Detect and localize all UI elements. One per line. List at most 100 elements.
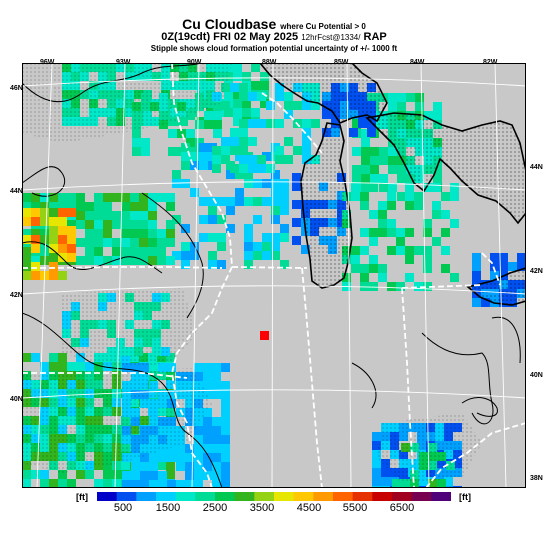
cloudbase-cell — [472, 253, 481, 262]
cloudbase-cell — [280, 224, 289, 233]
lat-label-42n-left: 42N — [10, 292, 23, 299]
cloudbase-cell — [221, 146, 230, 155]
cloudbase-cell — [208, 215, 217, 224]
cloudbase-cell — [423, 246, 432, 255]
cloudbase-cell — [260, 81, 269, 90]
cloudbase-cell — [131, 471, 140, 480]
cloudbase-cell — [31, 262, 40, 271]
cloudbase-cell — [251, 108, 260, 117]
cloudbase-cell — [381, 477, 390, 486]
colorbar-swatch — [372, 492, 393, 501]
cloudbase-cell — [387, 219, 396, 228]
cloudbase-cell — [226, 170, 235, 179]
cloudbase-cell — [221, 417, 230, 426]
cloudbase-cell — [157, 193, 166, 202]
cloudbase-cell — [58, 271, 67, 280]
cloudbase-cell — [271, 206, 280, 215]
cloudbase-cell — [360, 273, 369, 282]
cloudbase-cell — [351, 264, 360, 273]
cloudbase-cell — [130, 238, 139, 247]
cloudbase-cell — [167, 444, 176, 453]
cloudbase-cell — [208, 251, 217, 260]
cloudbase-cell — [40, 479, 49, 488]
cloudbase-cell — [22, 247, 31, 256]
cloudbase-cell — [76, 238, 85, 247]
cloudbase-cell — [360, 192, 369, 201]
cloudbase-cell — [414, 282, 423, 291]
cloudbase-cell — [293, 101, 302, 110]
cloudbase-cell — [212, 363, 221, 372]
colorbar-swatch — [313, 492, 334, 501]
cloudbase-cell — [185, 453, 194, 462]
cloudbase-cell — [22, 208, 31, 217]
cloudbase-cell — [131, 480, 140, 488]
cloudbase-cell — [239, 92, 248, 101]
cloudbase-cell — [284, 110, 293, 119]
cloudbase-cell — [284, 101, 293, 110]
cloudbase-cell — [361, 183, 370, 192]
cloudbase-cell — [167, 363, 176, 372]
cloudbase-cell — [177, 129, 186, 138]
cloudbase-cell — [302, 128, 311, 137]
cloudbase-cell — [349, 128, 358, 137]
cloudbase-cell — [284, 155, 293, 164]
lon-label-88w: 88W — [262, 59, 277, 66]
cloudbase-cell — [262, 197, 271, 206]
cloudbase-cell — [499, 262, 508, 271]
cloudbase-cell — [379, 183, 388, 192]
cloudbase-cell — [181, 152, 190, 161]
cloudbase-cell — [239, 155, 248, 164]
cloudbase-cell — [212, 390, 221, 399]
cloudbase-cell — [242, 72, 251, 81]
colorbar-swatch — [234, 492, 255, 501]
cloudbase-cell — [244, 170, 253, 179]
cloudbase-cell — [148, 202, 157, 211]
cloudbase-cell — [217, 233, 226, 242]
cloudbase-cell — [185, 462, 194, 471]
cloudbase-cell — [49, 479, 58, 488]
cloudbase-cell — [212, 381, 221, 390]
colorbar-swatch — [175, 492, 196, 501]
cloudbase-cell — [405, 246, 414, 255]
cloudbase-cell — [262, 251, 271, 260]
cloudbase-cell — [432, 201, 441, 210]
cloudbase-cell — [139, 211, 148, 220]
cloudbase-cell — [311, 119, 320, 128]
cloudbase-cell — [148, 193, 157, 202]
cloudbase-cell — [103, 461, 112, 470]
cloudbase-cell — [190, 152, 199, 161]
cloudbase-cell — [67, 253, 76, 262]
cloudbase-cell — [67, 362, 76, 371]
cloudbase-cell — [388, 156, 397, 165]
cloudbase-cell — [76, 362, 85, 371]
cloudbase-cell — [253, 179, 262, 188]
cloudbase-cell — [280, 233, 289, 242]
cloudbase-cell — [85, 256, 94, 265]
cloudbase-cell — [139, 229, 148, 238]
cloudbase-cell — [378, 201, 387, 210]
cloudbase-cell — [226, 197, 235, 206]
cloudbase-cell — [221, 462, 230, 471]
cloudbase-cell — [148, 362, 157, 371]
cloudbase-cell — [176, 444, 185, 453]
cloudbase-cell — [392, 479, 401, 488]
cloudbase-cell — [204, 120, 213, 129]
cloudbase-cell — [94, 211, 103, 220]
cloudbase-cell — [433, 174, 442, 183]
cloudbase-cell — [372, 468, 381, 477]
cloudbase-cell — [378, 210, 387, 219]
cloudbase-cell — [260, 99, 269, 108]
cloudbase-cell — [130, 193, 139, 202]
cloudbase-cell — [22, 461, 31, 470]
cloudbase-cell — [67, 235, 76, 244]
cloudbase-cell — [397, 102, 406, 111]
cloudbase-cell — [103, 238, 112, 247]
cloudbase-cell — [139, 220, 148, 229]
cloudbase-cell — [360, 246, 369, 255]
cloudbase-cell — [369, 183, 378, 192]
cloudbase-cell — [239, 119, 248, 128]
cloudbase-cell — [194, 444, 203, 453]
cloudbase-cell — [517, 253, 526, 262]
cloudbase-cell — [472, 262, 481, 271]
cloudbase-cell — [387, 228, 396, 237]
